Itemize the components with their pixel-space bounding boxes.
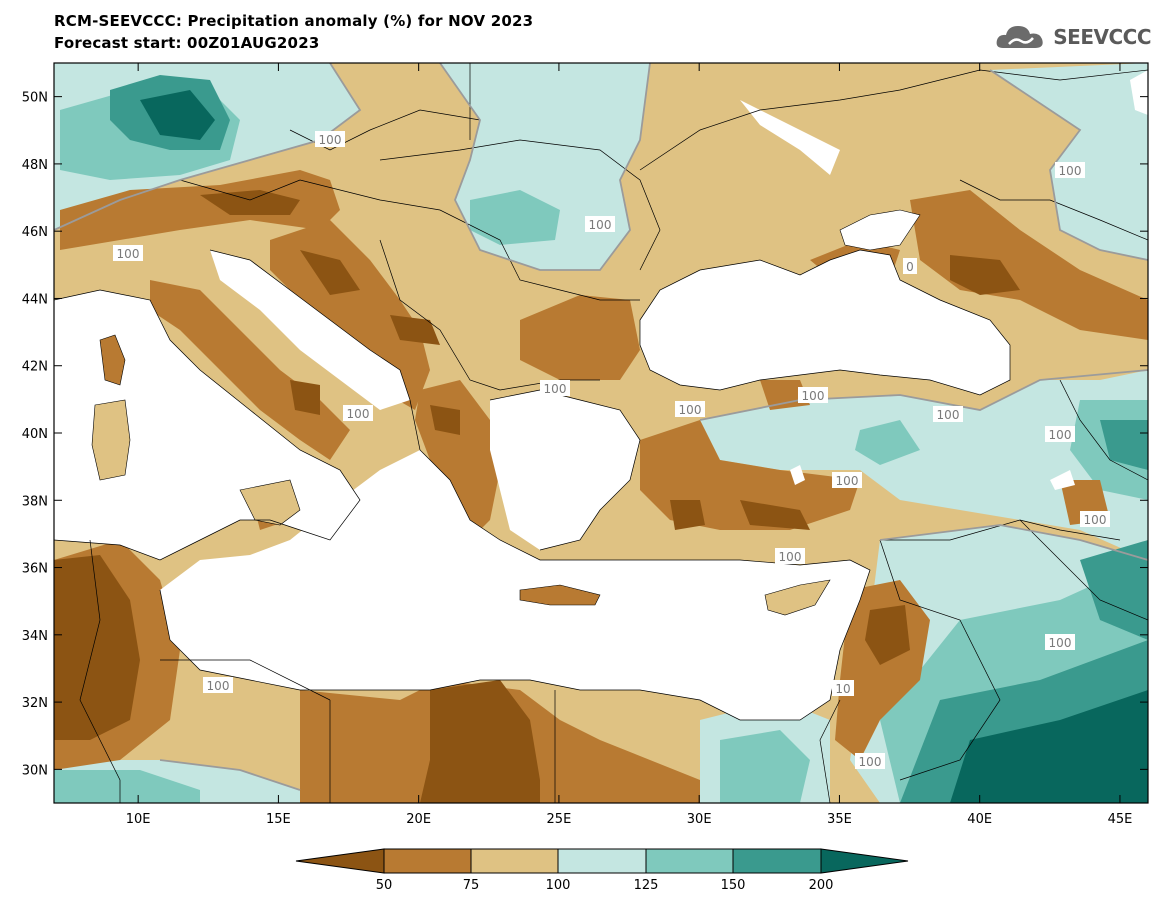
y-tick-label: 34N	[22, 629, 48, 644]
contour-label-bg	[933, 406, 963, 422]
colorbar-label: 125	[634, 878, 659, 893]
contour-label: 100	[207, 679, 230, 693]
x-tick-label: 15E	[266, 812, 291, 827]
x-tick-label: 10E	[126, 812, 151, 827]
logo-text: SEEVCCC	[1053, 25, 1151, 49]
contour-label-bg	[1045, 634, 1075, 650]
contour-label-bg	[203, 677, 233, 693]
seevccc-logo: SEEVCCC	[995, 22, 1151, 52]
contour-label-bg	[855, 753, 885, 769]
contour-label: 100	[347, 407, 370, 421]
colorbar-label: 75	[463, 878, 480, 893]
colorbar-label: 100	[546, 878, 571, 893]
colorbar-segment	[732, 848, 822, 874]
contour-lines	[54, 63, 1148, 791]
y-tick-label: 38N	[22, 494, 48, 509]
contour-label: 100	[679, 403, 702, 417]
contour-label: 100	[1059, 164, 1082, 178]
contour-label-bg	[1080, 511, 1110, 527]
contour-label-bg	[832, 680, 854, 696]
contour-label: 100	[1084, 513, 1107, 527]
contour-label-bg	[775, 548, 805, 564]
y-tick-label: 48N	[22, 158, 48, 173]
colorbar-label: 200	[809, 878, 834, 893]
contour-label-bg	[540, 380, 570, 396]
cloud-icon	[996, 26, 1043, 48]
contour-label: 100	[589, 218, 612, 232]
contour-label-bg	[675, 401, 705, 417]
contour-label: 100	[544, 382, 567, 396]
y-tick-label: 44N	[22, 292, 48, 307]
y-tick-label: 32N	[22, 696, 48, 711]
x-tick-label: 20E	[406, 812, 431, 827]
colorbar-segment	[820, 848, 909, 874]
contour-label: 100	[836, 474, 859, 488]
x-tick-label: 35E	[827, 812, 852, 827]
colorbar-label: 150	[721, 878, 746, 893]
map-title: RCM-SEEVCCC: Precipitation anomaly (%) f…	[54, 12, 534, 30]
contour-label: 100	[802, 389, 825, 403]
contour-labels: 1001001001001001001001001001001001001001…	[113, 131, 1110, 769]
y-tick-label: 40N	[22, 427, 48, 442]
contour-label: 100	[859, 755, 882, 769]
contour-label-bg	[1045, 426, 1075, 442]
contour-label-bg	[832, 472, 862, 488]
y-tick-label: 36N	[22, 562, 48, 577]
y-axis: 50N 48N 46N 44N 42N 40N 38N 36N 34N 32N 30N	[22, 91, 1148, 778]
y-tick-label: 46N	[22, 225, 48, 240]
x-tick-label: 40E	[967, 812, 992, 827]
contour-label-bg	[343, 405, 373, 421]
x-tick-label: 45E	[1108, 812, 1133, 827]
colorbar-segment	[383, 848, 472, 874]
y-tick-label: 30N	[22, 763, 48, 778]
x-tick-label: 30E	[687, 812, 712, 827]
colorbar-segment	[470, 848, 559, 874]
islands	[91, 209, 921, 616]
x-tick-label: 25E	[547, 812, 572, 827]
contour-label: 0	[906, 260, 914, 274]
contour-label-bg	[903, 258, 917, 274]
colorbar-label: 50	[376, 878, 393, 893]
x-axis: 10E 15E 20E 25E 30E 35E 40E 45E	[126, 63, 1133, 827]
contour-label: 100	[117, 247, 140, 261]
colorbar-segment	[295, 848, 385, 874]
contour-label-bg	[1055, 162, 1085, 178]
contour-label: 100	[1049, 428, 1072, 442]
colorbar-segment	[645, 848, 734, 874]
contour-label: 100	[779, 550, 802, 564]
contour-label: 100	[937, 408, 960, 422]
contour-label: 100	[1049, 636, 1072, 650]
y-tick-label: 42N	[22, 360, 48, 375]
contour-label-bg	[315, 131, 345, 147]
colorbar-segment	[557, 848, 647, 874]
contour-label-bg	[798, 387, 828, 403]
contour-label-bg	[113, 245, 143, 261]
contour-label: 100	[319, 133, 342, 147]
contour-label: 10	[835, 682, 850, 696]
colorbar: 50 75 100 125 150 200	[295, 848, 909, 893]
map-subtitle: Forecast start: 00Z01AUG2023	[54, 34, 320, 52]
contour-label-bg	[585, 216, 615, 232]
y-tick-label: 50N	[22, 91, 48, 106]
